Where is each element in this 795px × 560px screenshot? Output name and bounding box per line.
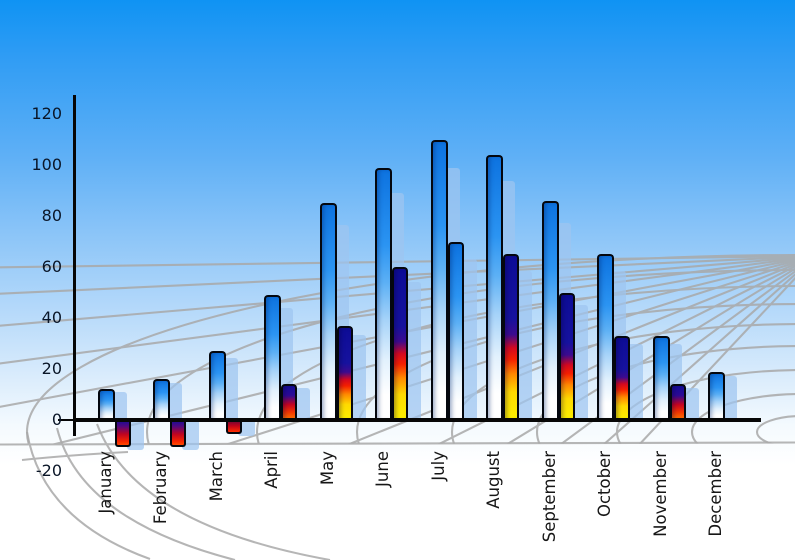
month-label-november: November xyxy=(650,451,670,537)
y-axis-tick-label: 80 xyxy=(41,206,62,225)
month-label-july: July xyxy=(428,451,448,481)
month-label-september: September xyxy=(539,451,559,543)
bar-april-secondary xyxy=(281,384,298,420)
bar-april-primary xyxy=(264,295,282,420)
bar-february-secondary xyxy=(170,421,187,447)
bar-january-primary xyxy=(98,389,115,420)
bar-june-secondary xyxy=(392,267,409,420)
month-label-october: October xyxy=(595,451,615,518)
bar-may-primary xyxy=(319,203,337,420)
bar-echo-september-secondary xyxy=(570,305,588,420)
bar-september-secondary xyxy=(558,292,575,420)
bar-october-primary xyxy=(597,254,615,420)
y-axis-tick-label: 0 xyxy=(51,410,62,429)
y-axis-tick-label: 20 xyxy=(41,359,62,378)
bar-january-secondary xyxy=(115,421,131,447)
month-label-december: December xyxy=(705,451,725,537)
month-label-february: February xyxy=(151,451,171,525)
bar-july-primary xyxy=(430,139,448,420)
x-baseline xyxy=(73,417,761,422)
bar-november-primary xyxy=(652,335,670,420)
bar-echo-march-secondary xyxy=(237,421,255,436)
month-label-august: August xyxy=(484,451,504,509)
bar-july-secondary xyxy=(447,241,464,420)
bar-echo-november-secondary xyxy=(681,387,699,420)
y-axis-tick-label: -20 xyxy=(35,461,62,480)
y-axis-tick-label: 100 xyxy=(31,155,62,174)
y-axis-tick-label: 60 xyxy=(41,257,62,276)
bar-february-primary xyxy=(153,379,171,420)
bar-march-secondary xyxy=(225,421,242,434)
bar-may-secondary xyxy=(336,325,353,420)
bar-october-secondary xyxy=(614,335,631,420)
bar-september-primary xyxy=(541,200,559,420)
bar-echo-january-secondary xyxy=(127,421,144,451)
y-axis-tick-label: 40 xyxy=(41,308,62,327)
bar-echo-february-secondary xyxy=(182,421,200,451)
month-label-january: January xyxy=(96,451,115,514)
bar-november-secondary xyxy=(669,384,686,420)
bar-august-primary xyxy=(486,154,504,420)
bar-echo-april-secondary xyxy=(293,387,311,420)
bar-march-primary xyxy=(208,351,226,420)
month-label-june: June xyxy=(373,451,393,487)
bar-echo-may-secondary xyxy=(348,335,366,420)
bar-august-secondary xyxy=(503,254,520,420)
bar-december-primary xyxy=(707,371,725,420)
bar-echo-october-secondary xyxy=(626,344,644,420)
bar-echo-august-secondary xyxy=(515,270,533,420)
month-label-may: May xyxy=(317,451,337,486)
bar-echo-june-secondary xyxy=(404,282,422,420)
y-axis-tick-label: 120 xyxy=(31,104,62,123)
bar-june-primary xyxy=(375,167,393,420)
bar-echo-july-secondary xyxy=(459,259,477,420)
month-label-march: March xyxy=(206,451,226,502)
y-axis-line xyxy=(72,95,76,436)
zero-tick xyxy=(58,418,74,422)
month-label-april: April xyxy=(262,451,282,489)
